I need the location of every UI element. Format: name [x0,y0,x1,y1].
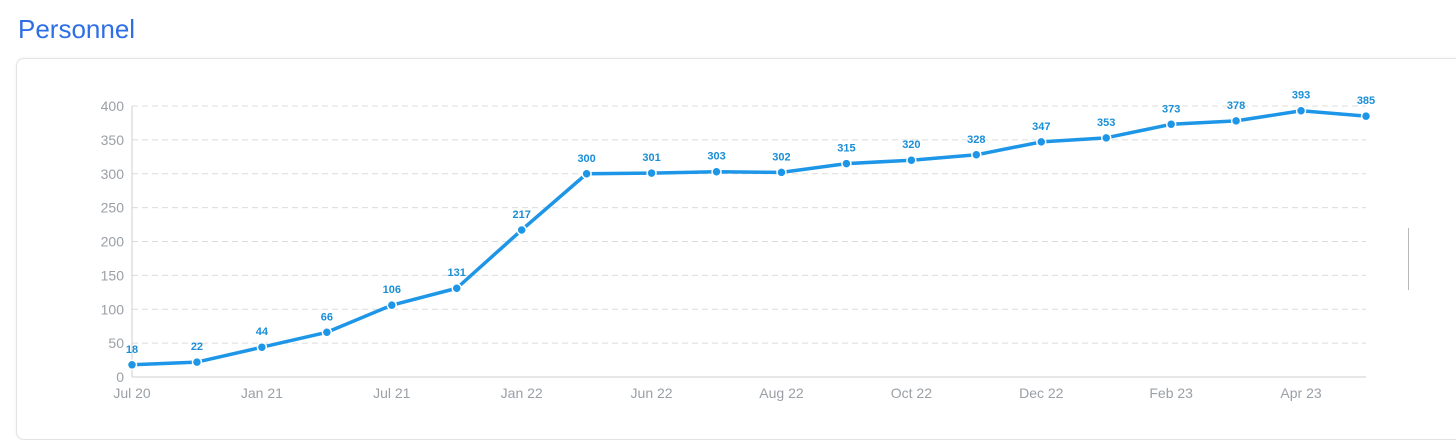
data-label: 106 [383,284,401,296]
data-point[interactable] [1360,110,1372,122]
x-tick-label: Feb 23 [1149,385,1193,401]
y-tick-label: 300 [101,166,125,182]
data-label: 373 [1162,103,1180,115]
data-point[interactable] [1295,105,1307,116]
data-label: 320 [902,139,920,151]
data-point[interactable] [1230,115,1242,127]
data-label: 393 [1292,90,1310,102]
data-point[interactable] [581,168,592,179]
data-points [126,105,1372,371]
data-label: 44 [256,326,269,338]
data-point[interactable] [971,149,982,161]
y-tick-label: 200 [101,234,125,250]
data-point[interactable] [1036,136,1047,148]
data-point[interactable] [191,356,203,368]
data-point[interactable] [776,167,787,178]
y-tick-label: 50 [108,335,124,351]
data-point[interactable] [711,166,722,177]
y-tick-labels: 0 50 100 150 200 250 300 350 400 [101,98,125,385]
series-line-path [130,108,1368,367]
y-tick-label: 250 [101,200,125,216]
data-label: 66 [321,311,333,323]
axes [131,106,1366,378]
x-tick-labels: Jul 20 Jan 21 Jul 21 Jan 22 Jun 22 Aug 22 Oct … [113,385,1322,401]
grid-lines [132,105,1366,344]
data-label: 302 [772,151,790,163]
data-label: 131 [448,267,466,279]
x-tick-label: Jun 22 [631,385,673,401]
x-tick-label: Jan 22 [501,385,543,401]
x-tick-label: Jul 21 [373,385,411,401]
data-label: 300 [577,153,595,165]
data-point[interactable] [1100,132,1112,144]
data-point[interactable] [451,282,462,294]
y-tick-label: 350 [101,132,125,148]
data-label: 301 [642,152,660,164]
series-line [130,108,1368,367]
x-tick-label: Dec 22 [1019,385,1064,401]
x-tick-label: Aug 22 [759,385,804,401]
data-point[interactable] [256,341,268,353]
data-point[interactable] [321,327,333,338]
x-tick-label: Oct 22 [891,385,932,401]
data-point[interactable] [126,359,138,371]
data-label: 328 [967,134,985,146]
data-point[interactable] [906,154,917,166]
data-label: 217 [513,209,531,221]
data-label: 378 [1227,100,1245,112]
data-label: 303 [707,151,725,163]
data-label: 353 [1097,117,1115,129]
data-labels: 18 22 44 66 106 131 217 300 301 303 302 315 320 328 34… [126,90,1375,356]
data-point[interactable] [516,224,527,236]
x-tick-label: Apr 23 [1280,385,1321,401]
data-label: 315 [837,143,855,155]
x-tick-label: Jan 21 [241,385,283,401]
y-tick-label: 100 [101,301,125,317]
page-title: Personnel [18,14,136,44]
data-label: 347 [1032,121,1050,133]
data-point[interactable] [841,158,852,169]
y-tick-label: 0 [116,369,124,385]
data-label: 385 [1357,95,1375,107]
y-tick-label: 400 [101,98,125,114]
data-label: 22 [191,341,203,353]
data-point[interactable] [646,167,657,179]
scrollbar-indicator[interactable] [1408,228,1409,290]
data-point[interactable] [386,299,398,311]
data-point[interactable] [1165,119,1177,130]
y-tick-label: 150 [101,267,125,283]
x-tick-label: Jul 20 [113,385,151,401]
data-label: 18 [126,344,138,356]
